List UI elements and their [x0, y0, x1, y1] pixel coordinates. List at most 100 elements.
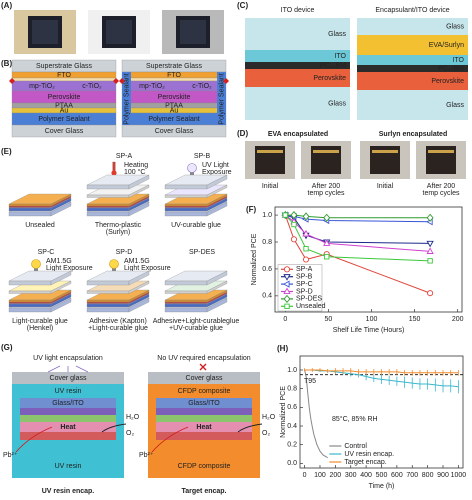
marker [291, 221, 297, 228]
slab-side [206, 280, 228, 294]
group-title: EVA encapsulated [268, 131, 328, 138]
bulb [109, 259, 119, 269]
layer-label: Perovskite [431, 78, 464, 85]
cell-caption: Light-curable glue [12, 318, 68, 325]
slab-front [86, 203, 130, 207]
marker [324, 254, 330, 260]
slab-side [128, 293, 150, 308]
layer-label: Glass [328, 100, 346, 107]
panel-label: (G) [1, 343, 13, 352]
y-tick-label: 0.8 [262, 239, 272, 246]
marker [427, 290, 434, 297]
marker [283, 274, 291, 281]
bulb [31, 259, 41, 269]
layer-label: FTO [57, 72, 71, 79]
marker [283, 287, 291, 295]
slab-side [206, 293, 228, 308]
ion-label: H₂O [126, 414, 140, 421]
treatment: Heating [124, 162, 148, 169]
y-tick-label: 1.0 [287, 367, 297, 374]
treatment: AM1.5G [46, 258, 72, 265]
marker [426, 213, 434, 222]
layer-label: Cover Glass [155, 128, 194, 135]
marker [283, 294, 291, 303]
panel-label: (B) [1, 59, 12, 68]
layer-label: FTO [167, 72, 181, 79]
slab-front [8, 205, 52, 208]
x-tick-label: 800 [422, 472, 434, 479]
legend-label: SP-B [296, 274, 313, 281]
slab-front [164, 194, 208, 198]
layer-label: CFDP composite [178, 388, 231, 395]
photo-cell [180, 20, 206, 44]
cell-title: SP-DES [189, 249, 215, 256]
x-axis-label: Time (h) [369, 483, 395, 490]
series-line [304, 369, 328, 459]
slab-front [164, 303, 208, 308]
cell-caption: Thermo-plastic [95, 222, 142, 229]
layer-label: mp-TiO₂ [29, 83, 55, 90]
device-layer [156, 422, 252, 432]
layer-label: Glass/ITO [52, 400, 84, 407]
x-tick-label: 150 [409, 316, 421, 323]
bulb-base [190, 172, 194, 176]
cell-caption: Adhesive (Kapton) [89, 318, 147, 325]
arrow [237, 423, 263, 433]
layer [245, 62, 350, 69]
layer-label: Cover glass [186, 375, 223, 382]
layer-label: Perovskite [48, 94, 81, 101]
x-tick-label: 400 [360, 472, 372, 479]
layer-label: Glass [446, 102, 464, 109]
slab-front [164, 205, 208, 208]
cell-caption: +UV-curable glue [169, 325, 223, 332]
slab-front [8, 203, 52, 207]
slab-side [206, 201, 228, 217]
slab-front [86, 207, 130, 212]
treatment: UV Light [202, 162, 229, 169]
slab-front [164, 184, 208, 190]
thermometer-bulb [111, 170, 117, 176]
panel-label: (D) [237, 129, 248, 138]
photo-cell [32, 20, 58, 44]
caption: Target encap. [182, 488, 227, 495]
slab-side [50, 197, 72, 212]
layer-label: Superstrate Glass [36, 63, 93, 70]
group-title: Surlyn encapsulated [379, 131, 447, 138]
layer-label: Glass [446, 23, 464, 30]
marker [290, 211, 298, 220]
legend-label: SP-D [296, 288, 313, 295]
layer [357, 55, 468, 65]
layer [245, 87, 350, 120]
slab-side [206, 197, 228, 212]
slab-front [164, 207, 208, 212]
legend-label: Control [344, 443, 367, 450]
layer-label: Cover glass [50, 375, 87, 382]
layer-label: c-TiO₂ [82, 83, 102, 90]
slab-side [206, 289, 228, 303]
slab-front [86, 211, 130, 217]
marker [323, 239, 331, 246]
slab-front [8, 290, 52, 294]
layer [357, 90, 468, 120]
slab-side [128, 193, 150, 207]
contact [119, 78, 125, 84]
layer-label: Perovskite [158, 94, 191, 101]
x-tick-label: 700 [406, 472, 418, 479]
slab-side [50, 297, 72, 313]
diagram-title: ITO device [281, 7, 315, 14]
layer-label: Superstrate Glass [146, 63, 203, 70]
device-layer [20, 432, 116, 440]
layer-label: Polymer Sealant [38, 116, 89, 123]
electrode [428, 150, 454, 153]
slab-front [86, 280, 130, 286]
y-axis-label: Normalized PCE [280, 386, 287, 438]
treatment: AM1.5G [124, 258, 150, 265]
layer-label: Perovskite [313, 75, 346, 82]
x-tick-label: 0 [303, 472, 307, 479]
slab-front [86, 184, 130, 190]
layer [357, 35, 468, 55]
layer [121, 124, 227, 138]
marker [426, 240, 434, 248]
cell-caption: Unsealed [25, 222, 55, 229]
